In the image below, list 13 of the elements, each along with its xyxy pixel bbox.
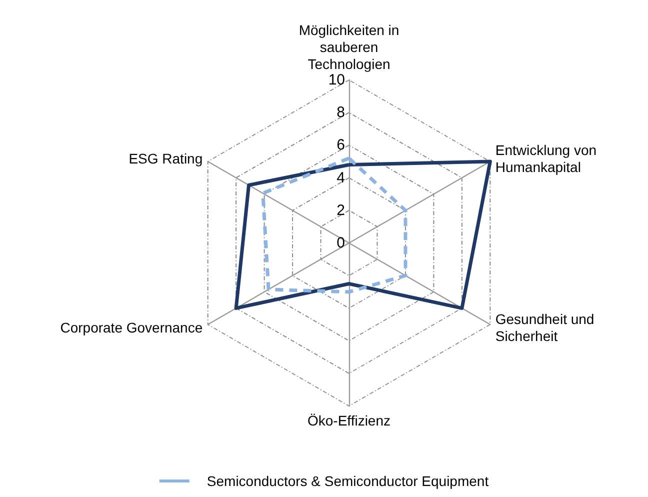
y-tick-label: 10 (328, 72, 345, 88)
y-tick-label: 4 (336, 169, 345, 186)
spoke-label: Möglichkeiten in sauberen Technologien (298, 22, 400, 72)
spoke-label: ESG Rating (128, 150, 203, 166)
spoke-label: Öko-Effizienz (308, 412, 390, 428)
y-tick-label: 8 (336, 104, 345, 122)
legend-label: Semiconductors & Semiconductor Equipment (206, 473, 489, 489)
y-tick-label: 2 (336, 202, 345, 219)
y-tick-label: 0 (336, 234, 345, 252)
spoke-label: Entwicklung von Humankapital (495, 142, 597, 175)
spoke-label: Gesundheit und Sicherheit (495, 311, 594, 344)
y-tick-label: 6 (336, 136, 345, 154)
spoke-label: Corporate Governance (60, 320, 203, 336)
